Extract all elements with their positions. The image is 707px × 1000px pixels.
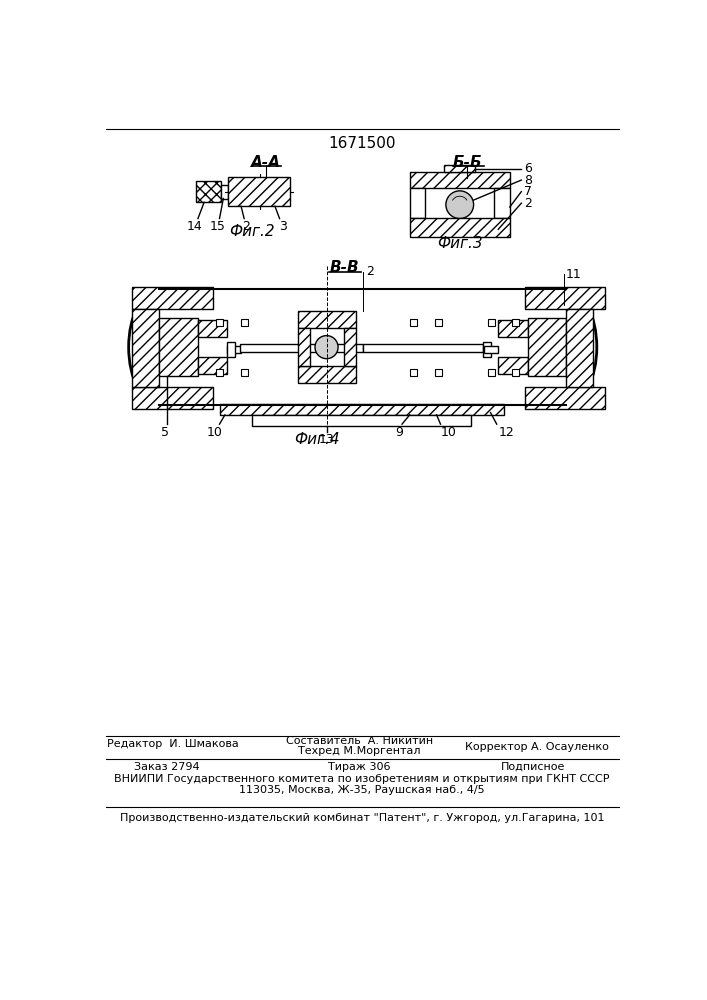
Text: 113035, Москва, Ж-35, Раушская наб., 4/5: 113035, Москва, Ж-35, Раушская наб., 4/5 — [239, 785, 485, 795]
Bar — [252, 415, 472, 426]
Text: Заказ 2794: Заказ 2794 — [134, 762, 200, 772]
Text: 8: 8 — [524, 174, 532, 187]
Bar — [525, 287, 604, 309]
Bar — [228, 177, 290, 206]
Bar — [221, 185, 228, 199]
Bar — [512, 319, 519, 326]
Bar — [494, 188, 510, 218]
Bar — [216, 319, 223, 326]
Bar — [298, 366, 356, 383]
Bar — [216, 369, 223, 376]
Text: 9: 9 — [396, 426, 404, 439]
Text: 7: 7 — [524, 185, 532, 198]
Text: 2: 2 — [242, 220, 250, 233]
Bar — [197, 181, 221, 202]
Bar — [298, 311, 356, 328]
Bar — [435, 319, 442, 326]
Text: 14: 14 — [187, 220, 203, 233]
Circle shape — [315, 336, 338, 359]
Text: ВНИИПИ Государственного комитета по изобретениям и открытиям при ГКНТ СССР: ВНИИПИ Государственного комитета по изоб… — [115, 774, 609, 784]
Bar — [363, 344, 483, 352]
Text: 2: 2 — [524, 197, 532, 210]
Bar — [240, 344, 363, 352]
Text: 10: 10 — [440, 426, 456, 439]
Bar — [227, 342, 235, 357]
Text: 1671500: 1671500 — [328, 136, 396, 151]
Bar — [132, 387, 214, 409]
Bar — [566, 309, 593, 387]
Bar — [498, 357, 527, 374]
Text: Тираж 306: Тираж 306 — [328, 762, 391, 772]
Text: 15: 15 — [209, 220, 225, 233]
Bar — [409, 188, 425, 218]
Text: 11: 11 — [566, 267, 582, 280]
Text: 5: 5 — [160, 426, 169, 439]
Bar — [298, 328, 310, 366]
Text: Фиг.4: Фиг.4 — [295, 432, 340, 447]
Text: 3: 3 — [279, 220, 286, 233]
Text: Фиг.3: Фиг.3 — [437, 236, 483, 251]
Text: Фиг.2: Фиг.2 — [229, 224, 274, 239]
Text: А-А: А-А — [251, 155, 281, 170]
Bar — [132, 287, 214, 309]
Bar — [498, 320, 527, 337]
Text: Техред М.Моргентал: Техред М.Моргентал — [298, 746, 421, 756]
Circle shape — [446, 191, 474, 219]
Text: 6: 6 — [524, 162, 532, 175]
Bar — [219, 404, 504, 415]
Bar — [527, 318, 566, 376]
Bar — [132, 309, 160, 387]
Bar — [198, 357, 227, 374]
Text: 13: 13 — [319, 433, 334, 446]
Text: Подписное: Подписное — [501, 762, 565, 772]
Bar — [489, 319, 495, 326]
Bar — [160, 318, 198, 376]
Text: 2: 2 — [366, 265, 374, 278]
Bar — [444, 165, 475, 172]
Bar — [409, 319, 416, 326]
Text: 10: 10 — [207, 426, 223, 439]
Bar — [241, 369, 248, 376]
Bar — [409, 172, 510, 188]
Bar — [409, 218, 510, 237]
Bar — [489, 369, 495, 376]
Bar — [435, 369, 442, 376]
Text: Производственно-издательский комбинат "Патент", г. Ужгород, ул.Гагарина, 101: Производственно-издательский комбинат "П… — [119, 813, 604, 823]
Text: 12: 12 — [498, 426, 514, 439]
Text: Б-Б: Б-Б — [452, 155, 482, 170]
Bar — [409, 369, 416, 376]
Bar — [484, 346, 498, 353]
Bar — [198, 320, 227, 337]
Text: В-В: В-В — [329, 260, 359, 275]
Text: Редактор  И. Шмакова: Редактор И. Шмакова — [107, 739, 239, 749]
Bar — [525, 387, 604, 409]
Bar — [241, 319, 248, 326]
Text: Составитель  А. Никитин: Составитель А. Никитин — [286, 736, 433, 746]
Bar — [227, 346, 241, 353]
Text: Корректор А. Осауленко: Корректор А. Осауленко — [464, 742, 609, 752]
Bar — [344, 328, 356, 366]
Bar — [483, 342, 491, 357]
Bar — [512, 369, 519, 376]
